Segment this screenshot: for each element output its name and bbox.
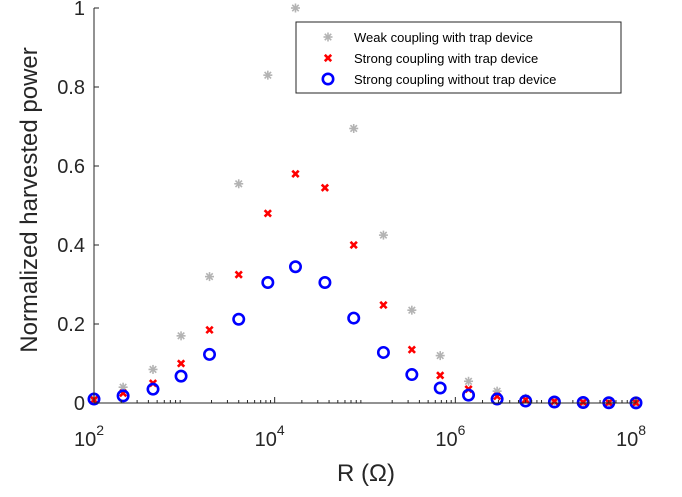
legend-entry: Strong coupling without trap device [321,72,556,87]
data-point [205,272,215,282]
data-point [176,359,186,368]
data-point [490,392,504,406]
data-point [116,389,130,403]
y-tick-label: 0.8 [57,77,85,99]
legend-entry: Weak coupling with trap device [323,30,533,45]
data-point [547,395,561,409]
data-point [261,276,275,290]
data-point [291,169,300,179]
x-tick-label: 108 [616,422,646,451]
axes: 0 0.2 0.4 0.6 0.8 1 102 104 106 108 [57,0,646,451]
data-point [376,345,390,359]
data-point [407,345,416,354]
data-point [263,209,272,218]
data-point [148,364,158,374]
data-point [464,376,474,386]
data-point [174,369,188,383]
data-point [462,388,476,402]
legend: Weak coupling with trap device Strong cou… [295,21,622,94]
data-point [405,368,419,382]
x-tick-label: 106 [435,422,465,451]
y-tick-label: 1 [74,0,85,20]
data-point [234,270,243,279]
x-tick-label: 102 [74,422,104,451]
data-point [519,394,533,408]
y-tick-label: 0.6 [57,156,85,178]
data-point [176,331,186,341]
data-point [550,397,559,406]
legend-label: Strong coupling with trap device [354,51,538,66]
data-point [288,260,302,274]
data-point [378,230,388,240]
data-point [349,123,359,133]
data-point [205,325,214,335]
legend-box [295,21,622,94]
series-circle [87,260,643,410]
x-tick-label: 104 [255,422,285,451]
circle-marker [321,72,335,86]
data-point [407,305,417,315]
legend-label: Weak coupling with trap device [354,30,533,45]
data-point [347,311,361,325]
y-axis-label: Normalized harvested power [16,47,43,352]
data-point [146,382,160,396]
y-tick-label: 0.2 [57,314,85,336]
legend-entry: Strong coupling with trap device [323,51,538,66]
series-x [89,169,641,407]
data-point [433,381,447,395]
y-tick-label: 0.4 [57,235,85,257]
asterisk-marker [323,32,333,42]
x-axis-label: R (Ω) [337,460,395,487]
data-point [521,395,530,404]
data-point [290,3,300,13]
data-point [435,351,445,361]
data-point [379,300,388,310]
data-point [232,312,246,326]
legend-label: Strong coupling without trap device [354,72,556,87]
y-tick-label: 0 [74,393,85,415]
data-point [436,371,445,380]
x-marker [323,53,333,63]
data-point [320,183,330,192]
data-point [349,240,358,250]
data-point [318,276,332,290]
data-point [263,70,273,80]
data-point [203,347,217,361]
data-point [234,179,244,189]
data-point [579,398,588,407]
